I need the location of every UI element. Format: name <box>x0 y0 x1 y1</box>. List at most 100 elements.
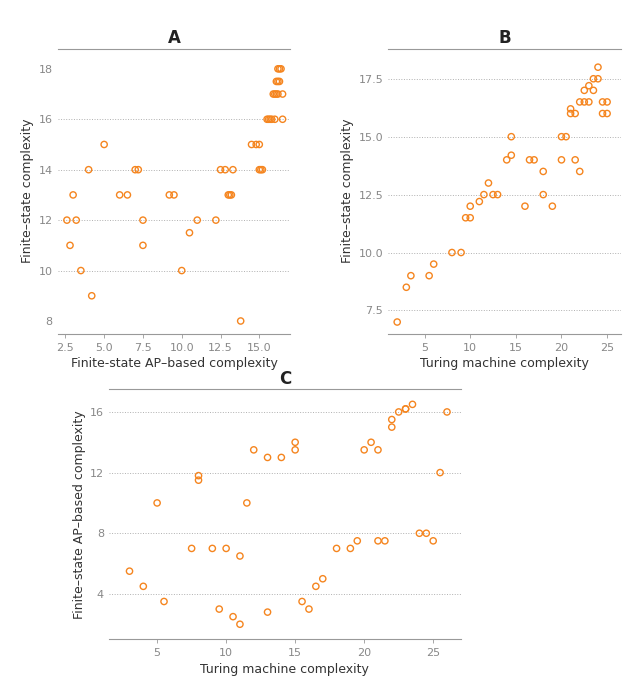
Point <box>465 212 476 223</box>
Point <box>133 164 143 175</box>
Point <box>228 164 238 175</box>
Point <box>414 528 424 539</box>
Point <box>223 189 234 200</box>
Point <box>268 88 278 99</box>
Point <box>387 422 397 433</box>
Point <box>290 436 300 448</box>
Point <box>474 196 484 207</box>
Point <box>584 80 594 91</box>
Point <box>269 114 280 125</box>
Point <box>424 270 435 281</box>
Point <box>428 535 438 546</box>
Point <box>248 444 259 455</box>
Point <box>304 603 314 614</box>
Point <box>566 108 576 119</box>
Point <box>227 189 237 200</box>
Point <box>579 97 589 108</box>
Point <box>220 164 230 175</box>
Point <box>271 88 282 99</box>
Point <box>271 76 282 87</box>
Point <box>242 498 252 509</box>
Point <box>506 131 516 142</box>
Point <box>246 139 257 150</box>
Point <box>570 108 580 119</box>
Point <box>138 240 148 251</box>
Point <box>254 139 264 150</box>
Point <box>408 399 418 410</box>
Point <box>278 88 288 99</box>
Point <box>547 201 557 212</box>
Point <box>442 407 452 418</box>
Point <box>214 603 225 614</box>
Point <box>593 73 603 84</box>
Point <box>332 543 342 554</box>
Point <box>254 164 264 175</box>
Point <box>401 403 411 414</box>
Point <box>257 164 268 175</box>
Point <box>290 444 300 455</box>
Point <box>99 139 109 150</box>
X-axis label: Turing machine complexity: Turing machine complexity <box>420 357 589 370</box>
Point <box>366 436 376 448</box>
Title: C: C <box>278 370 291 388</box>
Point <box>352 535 362 546</box>
Point <box>262 114 272 125</box>
Point <box>83 164 93 175</box>
Point <box>570 154 580 165</box>
Point <box>159 596 169 607</box>
Point <box>130 164 140 175</box>
Point <box>275 76 285 87</box>
Point <box>265 114 275 125</box>
Point <box>193 475 204 486</box>
Point <box>447 247 457 258</box>
Point <box>421 528 431 539</box>
Point <box>588 85 598 96</box>
X-axis label: Finite-state AP–based complexity: Finite-state AP–based complexity <box>70 357 277 370</box>
Point <box>273 88 283 99</box>
Point <box>71 215 81 226</box>
Y-axis label: Finite–state complexity: Finite–state complexity <box>341 119 355 263</box>
Point <box>479 189 489 200</box>
Point <box>138 215 148 226</box>
Point <box>488 189 498 200</box>
Point <box>538 189 548 200</box>
Point <box>62 215 72 226</box>
Point <box>262 607 273 618</box>
Point <box>406 270 416 281</box>
Point <box>184 227 195 238</box>
Point <box>236 316 246 327</box>
Point <box>579 85 589 96</box>
Point <box>602 97 612 108</box>
Point <box>76 265 86 276</box>
Point <box>276 452 287 463</box>
Point <box>256 164 266 175</box>
Point <box>556 131 566 142</box>
Point <box>556 154 566 165</box>
Point <box>506 149 516 161</box>
Title: B: B <box>498 29 511 47</box>
Point <box>216 164 226 175</box>
Point <box>602 108 612 119</box>
Point <box>520 201 530 212</box>
Title: A: A <box>168 29 180 47</box>
Point <box>177 265 187 276</box>
Point <box>124 566 134 577</box>
Point <box>297 596 307 607</box>
Point <box>251 139 261 150</box>
Point <box>561 131 571 142</box>
Point <box>317 573 328 584</box>
Point <box>597 97 607 108</box>
Point <box>584 97 594 108</box>
Point <box>169 189 179 200</box>
Point <box>269 88 280 99</box>
Point <box>235 550 245 562</box>
Point <box>122 189 132 200</box>
Point <box>276 63 286 74</box>
Point <box>429 259 439 270</box>
Point <box>152 498 162 509</box>
Point <box>186 543 196 554</box>
Point <box>207 543 218 554</box>
Point <box>465 201 476 212</box>
Point <box>597 108 607 119</box>
Point <box>359 444 369 455</box>
